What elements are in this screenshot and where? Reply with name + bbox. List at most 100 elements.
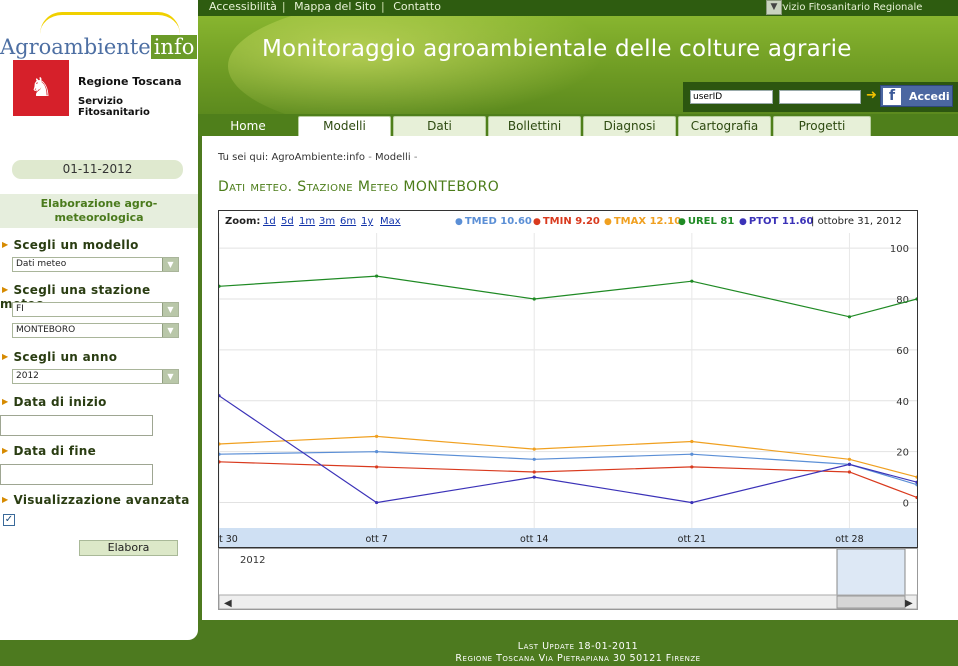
footer: Last Update 18-01-2011 Regione Toscana V… [198,640,958,666]
year-label-text: Scegli un anno [13,350,118,364]
series-line-tmax [219,435,917,478]
data-point-urel [915,297,917,301]
province-select[interactable]: FI ▼ [12,302,179,317]
data-point-tmed [690,452,694,456]
bullet-icon: ▶ [2,240,9,249]
tab-dati[interactable]: Dati [393,116,486,136]
station-select[interactable]: MONTEBORO ▼ [12,323,179,338]
navigator-scrollbar[interactable] [219,594,917,609]
chevron-down-icon[interactable]: ▼ [162,258,178,271]
start-date-input[interactable] [0,415,153,436]
tab-diagnosi[interactable]: Diagnosi [583,116,676,136]
scroll-left-icon[interactable]: ◀ [224,598,232,609]
data-point-ptot [847,462,852,466]
zoom-1m[interactable]: 1m [299,216,316,227]
y-tick-label: 80 [896,295,909,306]
tab-modelli[interactable]: Modelli [298,116,391,136]
data-point-urel [375,274,379,278]
legend-value: 11.60 [781,216,814,227]
x-tick-label: ott 28 [835,534,863,545]
tab-progetti[interactable]: Progetti [773,116,871,136]
end-date-input[interactable] [0,464,153,485]
region-select-value: Servizio Fitosanitario Regionale [766,2,923,13]
data-point-ptot [690,500,694,505]
model-select-value: Dati meteo [16,259,67,269]
contact-link[interactable]: Contatto [393,0,441,13]
accessibility-link[interactable]: Accessibilità [209,0,277,13]
data-point-tmin [690,465,694,469]
breadcrumb-prefix: Tu sei qui: [218,152,269,163]
userid-input[interactable] [690,90,773,104]
legend-key: UREL [687,216,717,227]
facebook-login-button[interactable]: f Accedi [880,85,953,107]
legend-key: TMAX [613,216,647,227]
series-line-tmed [219,451,917,486]
zoom-label: Zoom: [225,216,261,227]
y-tick-label: 60 [896,346,909,357]
site-title: Monitoraggio agroambientale delle coltur… [262,36,852,62]
data-point-tmin [219,460,221,464]
advanced-view-checkbox[interactable]: ✓ [3,514,15,526]
sitemap-link[interactable]: Mappa del Sito [294,0,376,13]
zoom-max[interactable]: Max [380,216,401,227]
data-point-tmax [375,434,379,438]
y-tick-label: 100 [890,244,909,255]
year-select[interactable]: 2012 ▼ [12,369,179,384]
legend-tmax: ● TMAX 12.10 [604,211,681,233]
model-select[interactable]: Dati meteo ▼ [12,257,179,272]
chevron-down-icon[interactable]: ▼ [766,0,782,15]
tab-home[interactable]: Home [198,116,298,136]
navigator-selection-window[interactable] [836,549,906,596]
legend-value: 10.60 [500,216,532,227]
password-input[interactable] [779,90,861,104]
navigator-year: 2012 [240,555,266,566]
data-point-ptot [375,500,379,505]
brand-logo: Agroambiente info [0,35,198,59]
chart-navigator[interactable]: 2012 ◀ ▶ [218,548,918,610]
zoom-1d[interactable]: 1d [263,216,276,227]
chevron-down-icon[interactable]: ▼ [162,303,178,316]
data-point-tmed [219,452,221,456]
facebook-icon: f [883,88,901,105]
zoom-5d[interactable]: 5d [281,216,294,227]
chevron-down-icon[interactable]: ▼ [162,324,178,337]
login-arrow-icon[interactable]: ➜ [866,88,877,103]
start-date-label: ▶ Data di inizio [0,395,107,409]
end-date-label-text: Data di fine [13,444,97,458]
zoom-1y[interactable]: 1y [361,216,374,227]
chevron-down-icon[interactable]: ▼ [162,370,178,383]
region-select[interactable]: Servizio Fitosanitario Regionale ▼ [766,0,946,16]
legend-tmed: ● TMED 10.60 [455,211,532,233]
data-point-ptot [219,394,221,398]
bullet-icon: ▶ [2,352,9,361]
breadcrumb-item[interactable]: Modelli [375,152,411,163]
x-tick-label: ott 14 [520,534,548,545]
scroll-right-icon[interactable]: ▶ [905,598,913,609]
tab-cartografia[interactable]: Cartografia [678,116,771,136]
breadcrumb: Tu sei qui: AgroAmbiente:info - Modelli … [218,152,417,163]
logo-swoosh [40,12,180,34]
sidebar: Agroambiente info ♞ Regione Toscana Servi… [0,0,198,640]
weather-chart[interactable]: Zoom: 1d 5d 1m 3m 6m 1y Max ● TMED 10.60 … [218,210,918,548]
zoom-6m[interactable]: 6m [340,216,357,227]
model-label: ▶ Scegli un modello [0,238,139,252]
main-content: Tu sei qui: AgroAmbiente:info - Modelli … [202,136,958,620]
year-select-value: 2012 [16,371,39,381]
data-point-tmin [847,470,852,474]
breadcrumb-item[interactable]: AgroAmbiente:info [271,152,366,163]
navigator-plot[interactable]: ◀ ▶ [219,549,917,609]
x-axis-band [219,528,917,547]
tab-bollettini[interactable]: Bollettini [488,116,581,136]
bullet-icon: ▶ [2,446,9,455]
end-date-label: ▶ Data di fine [0,444,96,458]
data-point-tmax [915,475,917,479]
divider: | [380,0,385,13]
navigator-scroll-thumb[interactable] [836,595,906,609]
chart-plot-area[interactable]: 100 80 60 40 20 0 t 30 ott 7 ott 14 ott 21 ott 28 [219,233,917,547]
elabora-button[interactable]: Elabora [79,540,178,556]
site-logo[interactable]: Agroambiente info ♞ Regione Toscana Servi… [0,0,198,130]
footer-last-update: Last Update 18-01-2011 [517,641,639,652]
data-point-tmin [375,465,379,469]
zoom-3m[interactable]: 3m [319,216,336,227]
data-point-tmed [375,450,379,454]
